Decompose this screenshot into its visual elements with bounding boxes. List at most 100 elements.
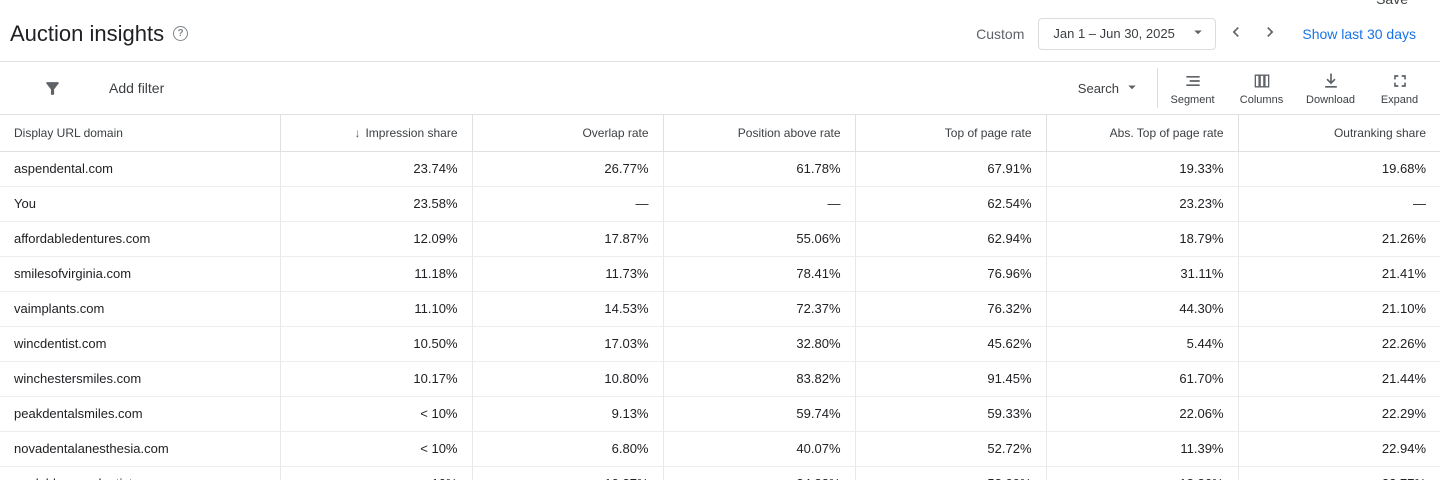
chevron-right-icon [1260,22,1280,45]
expand-button[interactable]: Expand [1365,71,1434,106]
search-label: Search [1077,80,1119,96]
metric-cell: 61.78% [663,151,856,187]
sort-arrow-down-icon: ↓ [354,125,361,140]
table-row: smilesofvirginia.com 11.18% 11.73% 78.41% 76… [0,256,1440,292]
chevron-down-icon [1189,23,1207,44]
metric-cell: 10.87% [472,466,664,480]
metric-cell: 14.53% [472,291,664,327]
metric-cell: 10.17% [280,361,473,397]
metric-cell: 52.72% [855,431,1047,467]
columns-icon [1252,71,1272,91]
column-header[interactable]: Outranking share [1238,115,1440,152]
expand-label: Expand [1380,93,1419,106]
column-header[interactable]: Top of page rate [855,115,1047,152]
domain-cell: winchestersmiles.com [0,361,281,397]
chevron-left-icon [1226,22,1246,45]
metric-cell: 59.33% [855,396,1047,432]
metric-cell: 67.91% [855,151,1047,187]
domain-cell: You [0,186,281,222]
metric-cell: — [472,186,664,222]
metric-cell: 10.50% [280,326,473,362]
toolbar-divider [1157,68,1158,108]
segment-label: Segment [1170,93,1215,106]
date-range-controls: Custom Jan 1 – Jun 30, 2025 Show last 30… [976,17,1416,50]
metric-cell: 11.73% [472,256,664,292]
table-row: novadentalanesthesia.com < 10% 6.80% 40.07%… [0,431,1440,467]
domain-cell: peakdentalsmiles.com [0,396,281,432]
table-row: vaimplants.com 11.10% 14.53% 72.37% 76.32% 44… [0,291,1440,327]
domain-cell: appleblossomdentistry.com [0,466,281,480]
metric-cell: 5.44% [1046,326,1239,362]
metric-cell: 11.39% [1046,431,1239,467]
metric-cell: 12.09% [280,221,473,257]
metric-cell: 11.10% [280,291,473,327]
metric-cell: 21.41% [1238,256,1440,292]
table-row: You 23.58% — —62.54% 23.23% — [0,186,1440,222]
download-button[interactable]: Download [1296,71,1365,106]
save-button[interactable]: Save [1376,0,1408,7]
metric-cell: 21.10% [1238,291,1440,327]
domain-cell: wincdentist.com [0,326,281,362]
column-header[interactable]: ↓ Impression share [280,115,473,152]
metric-cell: < 10% [280,431,473,467]
metric-cell: 76.96% [855,256,1047,292]
date-range-select[interactable]: Jan 1 – Jun 30, 2025 [1038,17,1217,50]
metric-cell: 26.77% [472,151,664,187]
metric-cell: 58.09% [855,466,1047,480]
metric-cell: 17.03% [472,326,664,362]
table-row: aspendental.com 23.74% 26.77% 61.78% 67.91% 1… [0,151,1440,187]
top-bar: Auction insights ? Custom Jan 1 – Jun 30… [0,0,1440,62]
metric-cell: 23.23% [1046,186,1239,222]
next-period-button[interactable] [1256,20,1284,48]
search-button[interactable]: Search [1078,78,1141,99]
date-range-value: Jan 1 – Jun 30, 2025 [1053,26,1175,41]
metric-cell: 21.26% [1238,221,1440,257]
metric-cell: 18.86% [1046,466,1239,480]
metric-cell: 18.79% [1046,221,1239,257]
column-header[interactable]: Position above rate [663,115,856,152]
add-filter-label: Add filter [109,80,165,96]
metric-cell: 61.70% [1046,361,1239,397]
metric-cell: 17.87% [472,221,664,257]
download-icon [1321,71,1341,91]
table-toolbar: Add filter Search Segment Columns [0,62,1440,115]
metric-cell: 72.37% [663,291,856,327]
add-filter-button[interactable]: Add filter [43,79,164,98]
metric-cell: 23.74% [280,151,473,187]
metric-cell: 22.94% [1238,431,1440,467]
metric-cell: — [1238,186,1440,222]
column-header[interactable]: Display URL domain [0,115,281,152]
metric-cell: 22.26% [1238,326,1440,362]
metric-cell: 78.41% [663,256,856,292]
metric-cell: < 10% [280,466,473,480]
date-mode-label: Custom [976,25,1025,42]
page-title: Auction insights [10,20,165,46]
column-header[interactable]: Abs. Top of page rate [1046,115,1239,152]
table-row: wincdentist.com 10.50% 17.03% 32.80% 45.62% 5… [0,326,1440,362]
metric-cell: 62.94% [855,221,1047,257]
metric-cell: — [663,186,856,222]
metric-cell: 45.62% [855,326,1047,362]
metric-cell: 9.13% [472,396,664,432]
auction-insights-table: Display URL domain ↓ Impression share Overl… [0,115,1440,480]
domain-cell: aspendental.com [0,151,281,187]
show-last-30-days-link[interactable]: Show last 30 days [1302,25,1416,42]
metric-cell: 6.80% [472,431,664,467]
metric-cell: 62.54% [855,186,1047,222]
domain-cell: smilesofvirginia.com [0,256,281,292]
domain-cell: novadentalanesthesia.com [0,431,281,467]
columns-button[interactable]: Columns [1227,71,1296,106]
help-icon[interactable]: ? [173,26,189,41]
metric-cell: 40.07% [663,431,856,467]
filter-icon [43,79,62,98]
table-header-row: Display URL domain ↓ Impression share Overl… [0,115,1440,152]
table-row: winchestersmiles.com 10.17% 10.80% 83.82% 91… [0,361,1440,397]
metric-cell: 10.80% [472,361,664,397]
segment-icon [1183,71,1203,91]
metric-cell: 59.74% [663,396,856,432]
column-header[interactable]: Overlap rate [472,115,664,152]
segment-button[interactable]: Segment [1158,71,1227,106]
metric-cell: 22.77% [1238,466,1440,480]
previous-period-button[interactable] [1222,20,1250,48]
